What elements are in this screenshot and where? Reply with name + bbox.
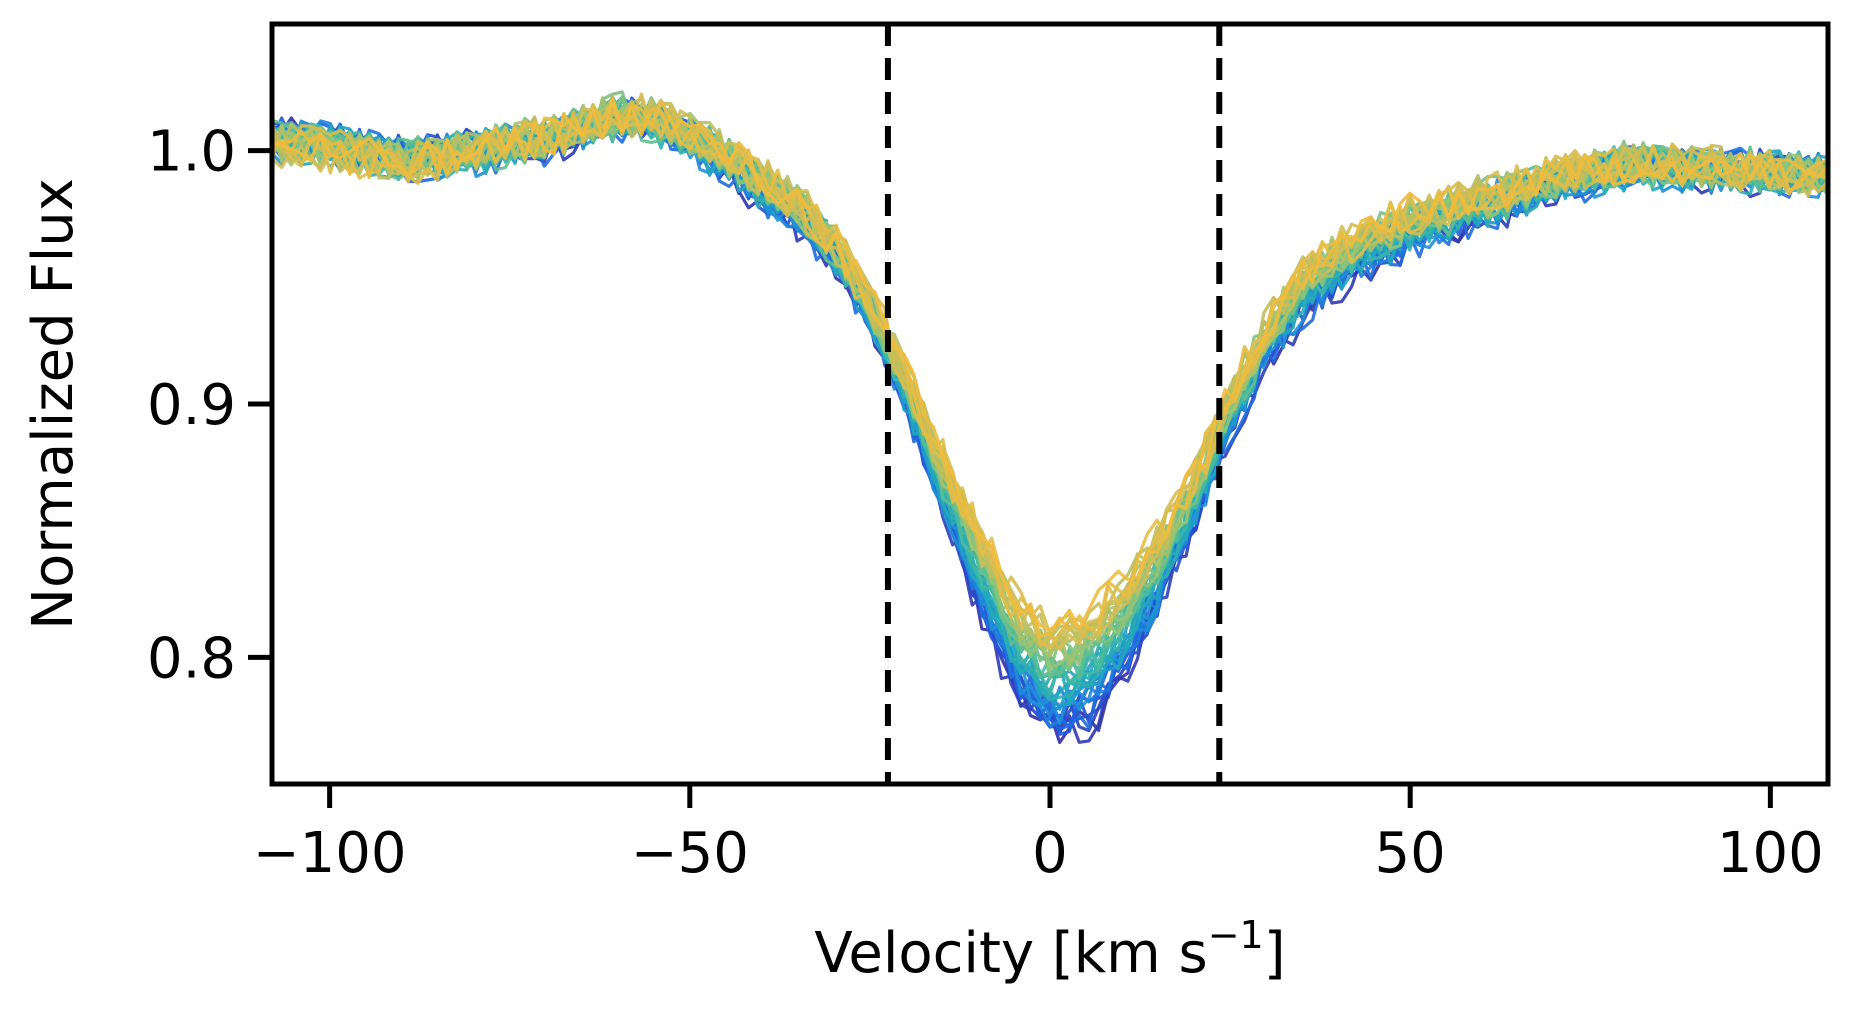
spectrum-series-line xyxy=(272,98,1828,650)
x-tick-label: 100 xyxy=(1717,821,1824,886)
x-tick-label: −50 xyxy=(631,821,749,886)
spectrum-series-line xyxy=(272,100,1828,646)
y-axis-label: Normalized Flux xyxy=(21,178,86,630)
spectra-series-group xyxy=(272,90,1828,745)
spectrum-series-line xyxy=(272,98,1828,631)
velocity-bounds-group xyxy=(884,24,1223,784)
x-tick-label: −100 xyxy=(253,821,407,886)
spectrum-series-line xyxy=(272,100,1828,638)
y-axis-ticks: 0.8 0.9 1.0 xyxy=(147,120,272,691)
x-tick-label: 50 xyxy=(1375,821,1446,886)
x-axis-ticks: −100 −50 0 50 100 xyxy=(253,784,1824,886)
y-tick-label: 0.8 xyxy=(147,626,236,691)
y-tick-label: 1.0 xyxy=(147,120,236,185)
x-tick-label: 0 xyxy=(1032,821,1068,886)
y-tick-label: 0.9 xyxy=(147,373,236,438)
x-axis-label: Velocity [km s−1] xyxy=(814,913,1285,986)
